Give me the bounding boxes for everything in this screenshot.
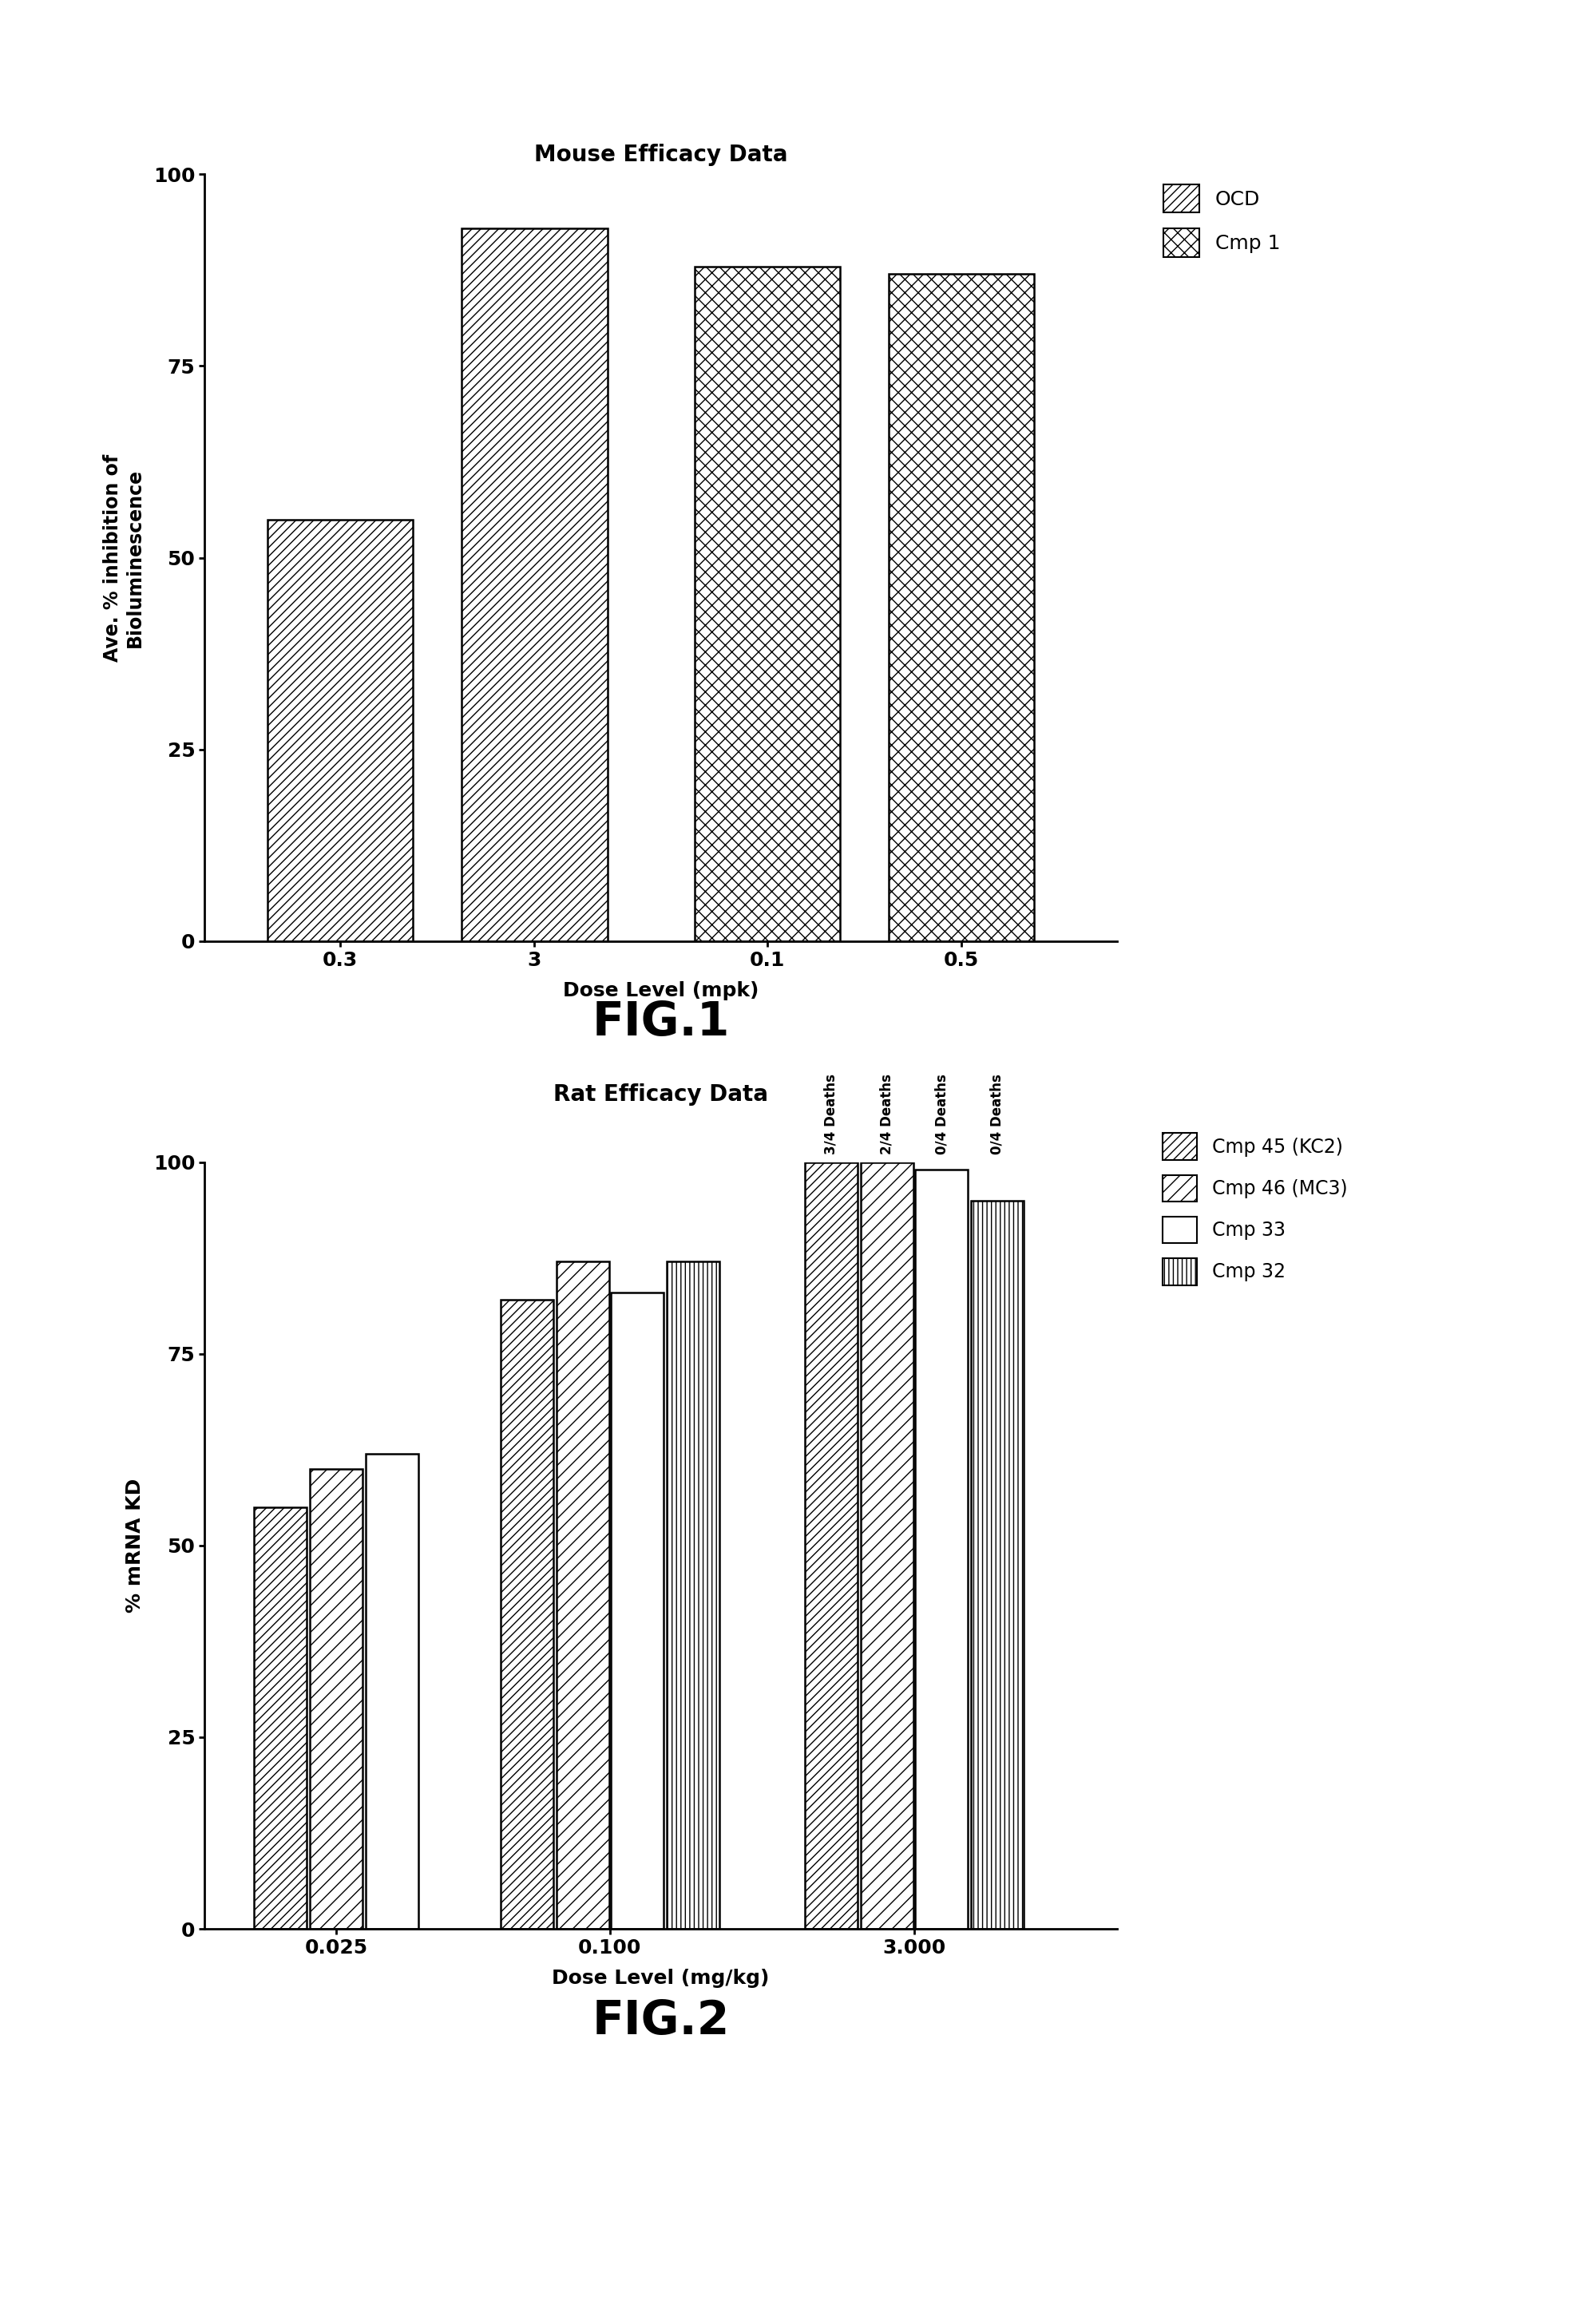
Y-axis label: Ave. % inhibition of
Bioluminescence: Ave. % inhibition of Bioluminescence xyxy=(102,453,145,662)
Bar xyxy=(971,1199,1024,1929)
Text: FIG.2: FIG.2 xyxy=(591,1999,730,2045)
Legend: OCD, Cmp 1: OCD, Cmp 1 xyxy=(1164,184,1280,256)
Text: FIG.1: FIG.1 xyxy=(591,999,730,1046)
Title: Rat Efficacy Data: Rat Efficacy Data xyxy=(554,1083,768,1106)
Bar xyxy=(667,1262,719,1929)
Text: 2/4 Deaths: 2/4 Deaths xyxy=(879,1074,893,1155)
Bar xyxy=(860,1162,912,1929)
Title: Mouse Efficacy Data: Mouse Efficacy Data xyxy=(533,144,788,165)
Bar xyxy=(310,1469,363,1929)
X-axis label: Dose Level (mg/kg): Dose Level (mg/kg) xyxy=(552,1968,769,1987)
Bar xyxy=(610,1292,664,1929)
Bar xyxy=(255,1506,307,1929)
X-axis label: Dose Level (mpk): Dose Level (mpk) xyxy=(563,981,758,999)
Bar xyxy=(462,228,607,941)
Bar xyxy=(500,1299,554,1929)
Bar xyxy=(805,1162,857,1929)
Y-axis label: % mRNA KD: % mRNA KD xyxy=(126,1478,145,1613)
Text: 0/4 Deaths: 0/4 Deaths xyxy=(989,1074,1005,1155)
Bar xyxy=(695,267,840,941)
Bar xyxy=(365,1452,418,1929)
Text: 3/4 Deaths: 3/4 Deaths xyxy=(824,1074,838,1155)
Legend: Cmp 45 (KC2), Cmp 46 (MC3), Cmp 33, Cmp 32: Cmp 45 (KC2), Cmp 46 (MC3), Cmp 33, Cmp … xyxy=(1162,1134,1346,1285)
Bar xyxy=(915,1169,967,1929)
Bar xyxy=(889,274,1035,941)
Bar xyxy=(267,521,414,941)
Bar xyxy=(557,1262,609,1929)
Text: 0/4 Deaths: 0/4 Deaths xyxy=(934,1074,949,1155)
